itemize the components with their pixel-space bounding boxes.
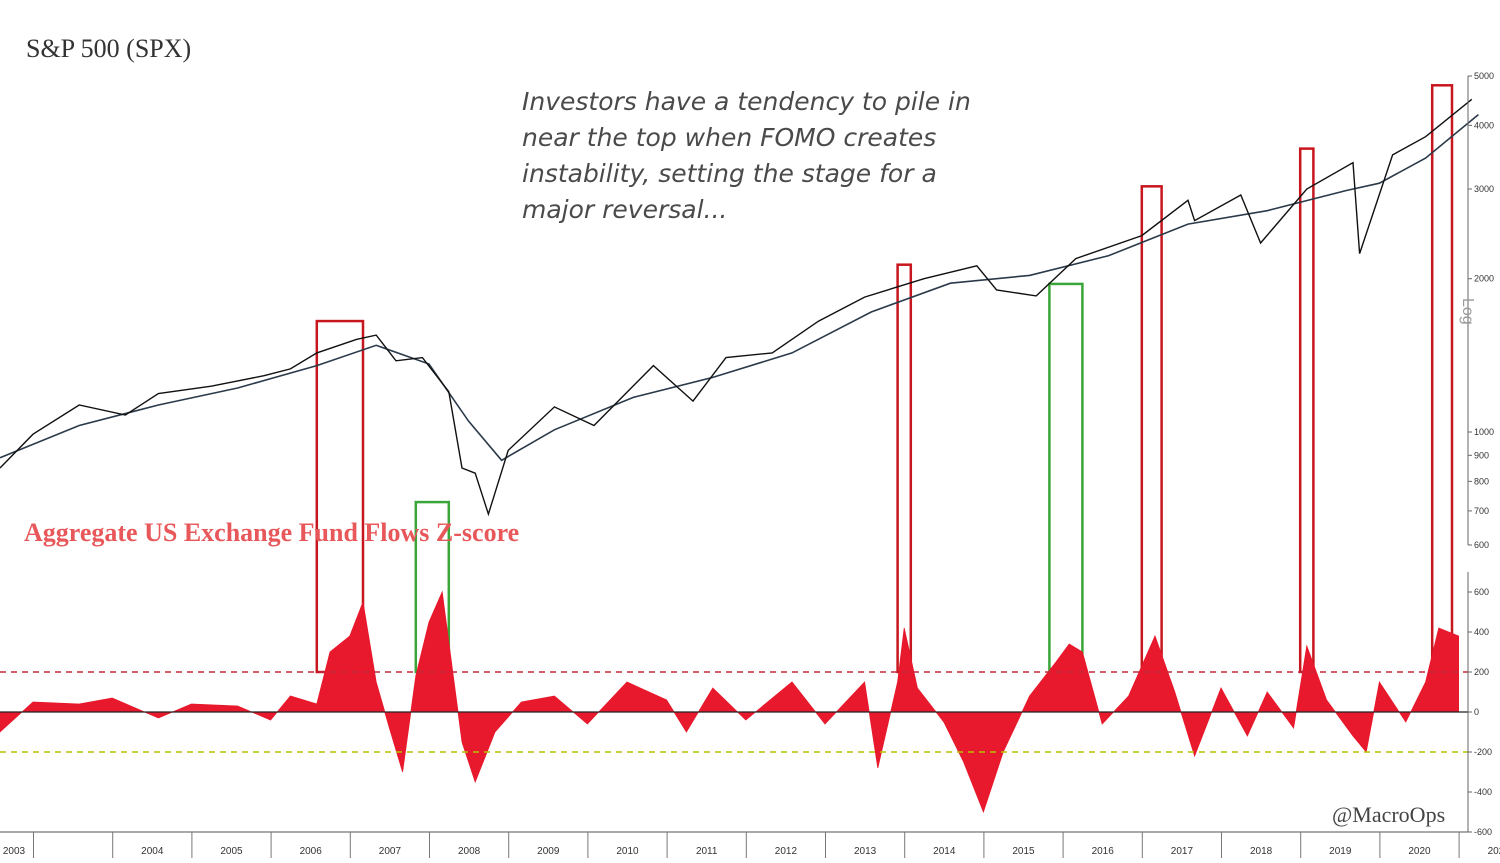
threshold-lines (0, 671, 1468, 753)
x-tick-label: 2019 (1329, 846, 1352, 857)
x-tick-label: 2017 (1171, 846, 1194, 857)
flow-tick-label: 600 (1474, 587, 1489, 597)
x-tick-label: 2014 (933, 846, 956, 857)
x-tick-label: 2011 (696, 846, 718, 857)
flow-layer (0, 590, 1468, 814)
top-highlight-box-2 (896, 263, 913, 674)
x-tick-label: 2007 (379, 846, 402, 857)
top-highlight-box-6 (1430, 84, 1454, 674)
flow-tick-label: 400 (1474, 627, 1489, 637)
x-tick-label: 2018 (1250, 846, 1273, 857)
credit-label: @MacroOps (1332, 802, 1446, 827)
chart-title: S&P 500 (SPX) (26, 34, 192, 63)
x-tick-label: 2008 (458, 846, 481, 857)
price-tick-label: 600 (1474, 540, 1489, 550)
price-tick-label: 1000 (1474, 427, 1494, 437)
price-tick-label: 3000 (1474, 184, 1494, 194)
x-tick-label: 2009 (537, 846, 560, 857)
top-highlight-box-4 (1140, 185, 1163, 674)
flow-tick-label: -600 (1474, 827, 1492, 837)
price-tick-label: 5000 (1474, 71, 1494, 81)
x-axis: 2003 2004 2005 2006 2007 2008 2009 2010 2011 2012… (0, 831, 1500, 858)
x-tick-label: 2020 (1408, 846, 1431, 857)
flow-tick-label: 200 (1474, 667, 1489, 677)
price-line (0, 98, 1473, 517)
log-scale-label: Log (1459, 298, 1476, 325)
price-layer (0, 98, 1473, 517)
price-tick-label: 900 (1474, 450, 1489, 460)
flow-tick-label: -400 (1474, 787, 1492, 797)
price-tick-label: 700 (1474, 506, 1489, 516)
x-tick-label: 2004 (141, 846, 164, 857)
annotation-note: Investors have a tendency to pile in nea… (522, 87, 971, 224)
x-tick-label: 2006 (300, 846, 323, 857)
bottom-highlight-box-3 (1048, 282, 1084, 674)
x-tick-label: 2016 (1092, 846, 1115, 857)
x-tick-label: 2015 (1012, 846, 1035, 857)
flow-area (0, 590, 1459, 814)
x-tick-label: 2010 (616, 846, 639, 857)
flow-tick-label: 0 (1474, 707, 1479, 717)
x-tick-label: 2021 (1488, 846, 1500, 857)
price-tick-label: 2000 (1474, 274, 1494, 284)
x-tick-label: 2005 (220, 846, 243, 857)
x-tick-label: 2012 (775, 846, 798, 857)
price-tick-label: 800 (1474, 476, 1489, 486)
x-tick-label: 2013 (854, 846, 877, 857)
price-tick-label: 4000 (1474, 120, 1494, 130)
x-tick-label: 2003 (3, 846, 26, 857)
flow-tick-label: -200 (1474, 747, 1492, 757)
right-y-axis: 5000400030002000100090080070060060040020… (1467, 71, 1494, 837)
lower-panel-title: Aggregate US Exchange Fund Flows Z-score (24, 518, 520, 547)
top-highlight-box-5 (1298, 147, 1315, 674)
